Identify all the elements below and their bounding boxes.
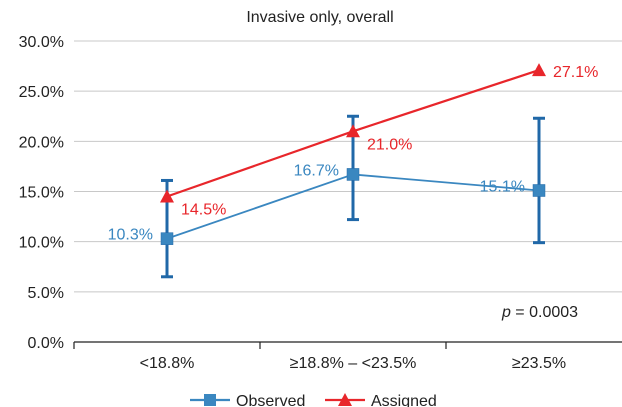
y-tick-label: 10.0% <box>19 235 64 252</box>
data-point-observed <box>160 232 174 245</box>
data-label-observed: 16.7% <box>294 162 339 179</box>
y-tick-label: 20.0% <box>19 134 64 151</box>
y-tick-label: 25.0% <box>19 84 64 101</box>
data-label-assigned: 21.0% <box>367 136 412 153</box>
chart-title: Invasive only, overall <box>246 9 393 26</box>
legend-marker-square <box>204 394 216 406</box>
data-point-assigned <box>346 124 360 138</box>
p-value-annotation: p = 0.0003 <box>501 304 578 321</box>
data-label-assigned: 14.5% <box>181 202 226 219</box>
x-tick-label: ≥18.8% – <23.5% <box>290 355 417 372</box>
legend-marker-triangle <box>338 393 352 406</box>
y-axis: 0.0% 5.0% 10.0% 15.0% 20.0% 25.0% 30.0% <box>19 34 64 352</box>
p-value-symbol: p <box>501 304 511 321</box>
data-point-assigned <box>160 189 174 203</box>
legend: Observed Assigned <box>190 393 437 407</box>
series-layer: 10.3% 16.7% 15.1% 14.5% 21.0% 27.1% <box>108 63 598 279</box>
y-tick-label: 30.0% <box>19 34 64 51</box>
x-axis: <18.8% ≥18.8% – <23.5% ≥23.5% <box>73 341 622 372</box>
x-tick-label: ≥23.5% <box>512 355 566 372</box>
data-label-assigned: 27.1% <box>553 64 598 81</box>
data-point-assigned <box>532 63 546 77</box>
y-tick-label: 15.0% <box>19 185 64 202</box>
p-value-text: = 0.0003 <box>511 304 578 321</box>
legend-label-observed: Observed <box>236 393 305 407</box>
data-label-observed: 15.1% <box>480 178 525 195</box>
legend-label-assigned: Assigned <box>371 393 437 407</box>
data-point-observed <box>532 184 546 197</box>
y-tick-label: 0.0% <box>28 335 64 352</box>
y-tick-label: 5.0% <box>28 285 64 302</box>
x-tick-label: <18.8% <box>140 355 195 372</box>
data-label-observed: 10.3% <box>108 227 153 244</box>
data-point-observed <box>346 168 360 181</box>
